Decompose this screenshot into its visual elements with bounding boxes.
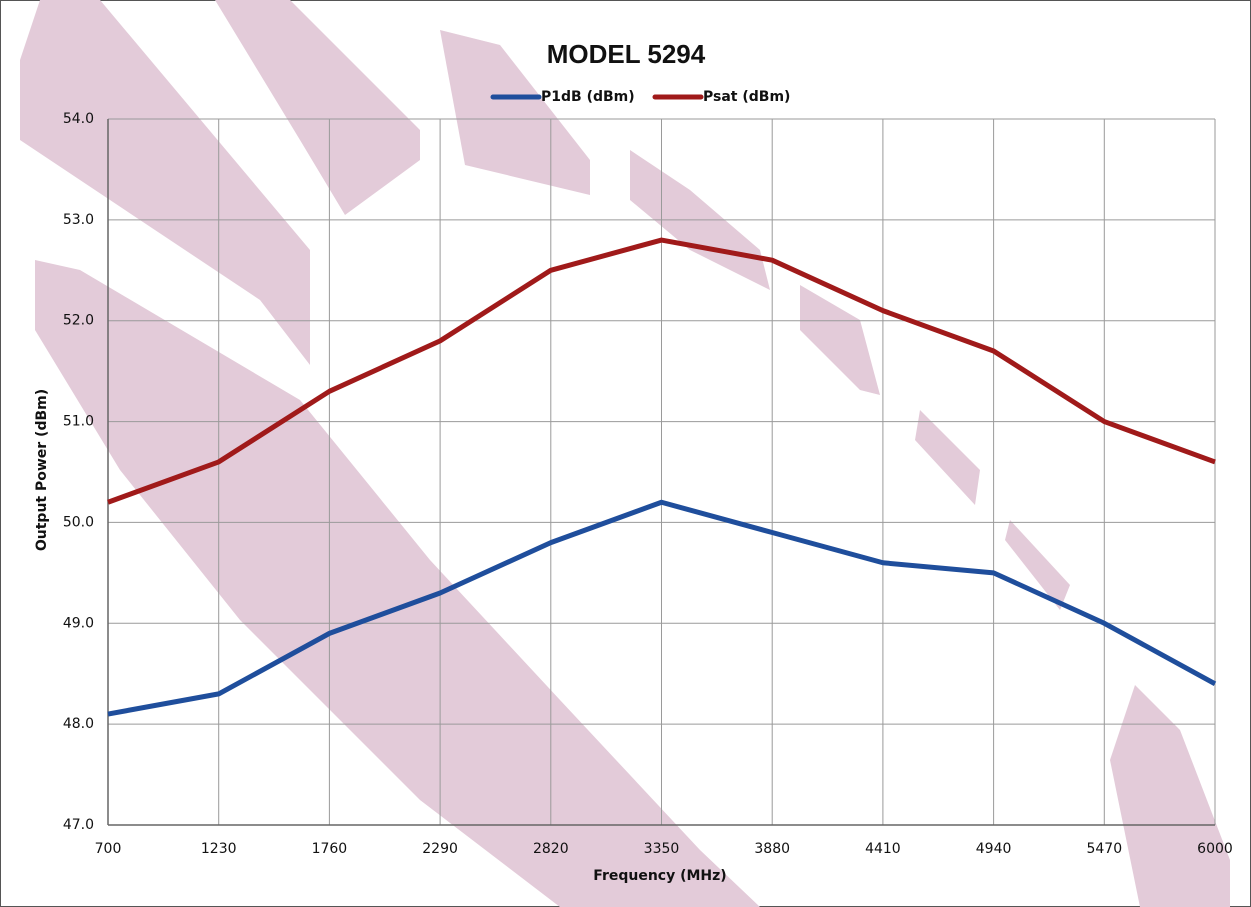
x-tick-label: 700 — [95, 841, 122, 857]
x-tick-label: 1230 — [201, 841, 237, 857]
y-tick-label: 51.0 — [63, 414, 94, 430]
x-tick-label: 2820 — [533, 841, 569, 857]
y-tick-label: 50.0 — [63, 514, 94, 530]
y-tick-label: 54.0 — [63, 111, 94, 127]
x-tick-label: 2290 — [422, 841, 458, 857]
x-tick-label: 3880 — [754, 841, 790, 857]
y-tick-label: 47.0 — [63, 817, 94, 833]
x-tick-label: 4940 — [976, 841, 1012, 857]
y-tick-label: 49.0 — [63, 615, 94, 631]
x-tick-label: 1760 — [312, 841, 348, 857]
x-tick-label: 4410 — [865, 841, 901, 857]
x-tick-label: 3350 — [644, 841, 680, 857]
legend-label: Psat (dBm) — [703, 89, 790, 105]
x-tick-label: 5470 — [1086, 841, 1122, 857]
legend-label: P1dB (dBm) — [541, 89, 635, 105]
y-tick-label: 53.0 — [63, 212, 94, 228]
x-axis-label: Frequency (MHz) — [593, 868, 726, 884]
chart: MODEL 5294 Frequency (MHz) Output Power … — [0, 0, 1251, 907]
y-tick-label: 52.0 — [63, 313, 94, 329]
y-tick-label: 48.0 — [63, 716, 94, 732]
chart-title: MODEL 5294 — [547, 39, 706, 69]
y-axis-label: Output Power (dBm) — [34, 389, 50, 551]
x-tick-label: 6000 — [1197, 841, 1233, 857]
